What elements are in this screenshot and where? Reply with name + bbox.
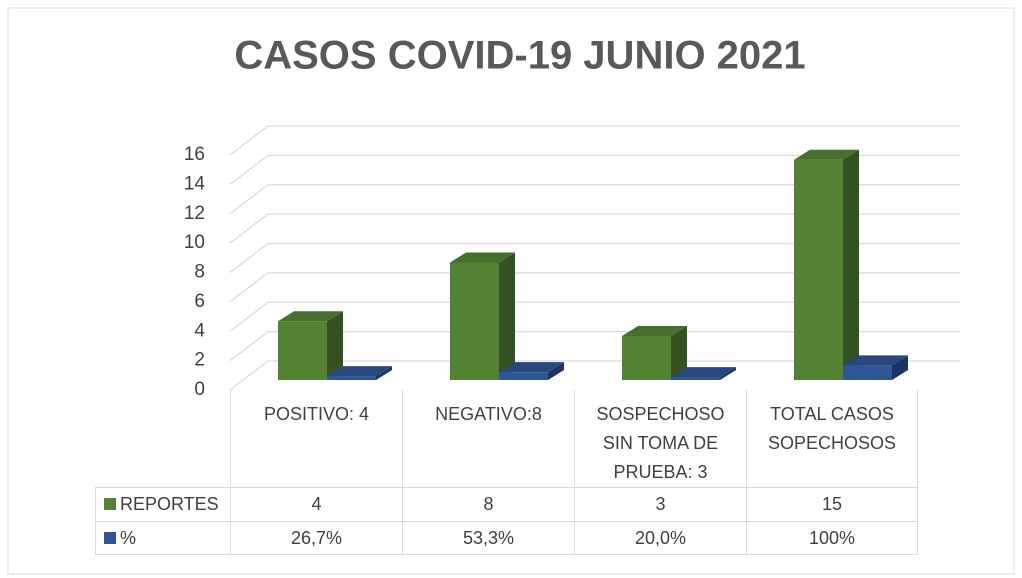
legend-label: % — [120, 528, 137, 548]
bar-front — [327, 376, 376, 380]
grid-line — [229, 213, 960, 244]
bar-top — [278, 311, 343, 322]
bar-side — [671, 325, 687, 380]
grid-line — [229, 272, 960, 303]
bar-top — [499, 362, 564, 373]
bar-side — [499, 252, 515, 380]
bar-side — [548, 362, 564, 380]
legend-cell: REPORTES — [95, 487, 230, 521]
grid-line — [229, 330, 960, 362]
bar-top — [843, 355, 908, 366]
bar-front — [450, 262, 499, 380]
table-value: 15 — [746, 487, 918, 521]
bar-side — [720, 367, 736, 380]
category-label: TOTAL CASOS SOPECHOSOS — [746, 390, 918, 487]
bar-front — [794, 159, 843, 380]
bar-front — [843, 365, 892, 380]
bar-side — [376, 366, 392, 380]
chart-border — [7, 7, 1015, 575]
legend-cell: % — [95, 521, 230, 555]
bar — [843, 355, 908, 380]
bar-top — [622, 325, 687, 336]
bar-side — [892, 355, 908, 380]
bar — [278, 311, 343, 380]
y-tick-label: 6 — [194, 291, 205, 312]
table-value: 20,0% — [574, 521, 746, 555]
table-value: 26,7% — [230, 521, 402, 555]
legend-swatch — [104, 498, 116, 510]
y-tick-label: 0 — [194, 379, 205, 400]
legend-swatch — [104, 532, 116, 544]
bar — [622, 325, 687, 380]
table-value: 3 — [574, 487, 746, 521]
bar — [671, 367, 736, 380]
grid-line — [229, 154, 960, 185]
y-tick-label: 4 — [194, 320, 205, 341]
grid-line — [229, 125, 960, 156]
y-tick-label: 14 — [184, 173, 206, 194]
bar-top — [671, 367, 736, 378]
bar-front — [278, 321, 327, 380]
grid-line — [229, 184, 960, 215]
y-tick-label: 16 — [184, 144, 205, 165]
bar-front — [499, 372, 548, 380]
y-tick-label: 10 — [184, 232, 205, 253]
bar-side — [327, 311, 343, 380]
table-value: 53,3% — [402, 521, 574, 555]
grid-line — [229, 242, 960, 274]
table-value: 8 — [402, 487, 574, 521]
bar — [327, 366, 392, 380]
legend-label: REPORTES — [120, 494, 219, 514]
bar — [499, 362, 564, 380]
bar-side — [843, 149, 859, 380]
category-label: NEGATIVO:8 — [402, 390, 574, 487]
category-label: SOSPECHOSO SIN TOMA DE PRUEBA: 3 — [574, 390, 746, 487]
category-label: POSITIVO: 4 — [230, 390, 402, 487]
bar-front — [671, 377, 720, 380]
bar-top — [794, 149, 859, 160]
chart-title: CASOS COVID-19 JUNIO 2021 — [234, 34, 805, 78]
y-tick-label: 12 — [184, 203, 205, 224]
table-value: 4 — [230, 487, 402, 521]
table-value: 100% — [746, 521, 918, 555]
bar-front — [622, 335, 671, 380]
bar — [450, 252, 515, 380]
bar-top — [327, 366, 392, 377]
y-tick-label: 8 — [194, 262, 205, 283]
grid-line — [229, 360, 960, 391]
grid-line — [229, 301, 960, 332]
bar-top — [450, 252, 515, 263]
y-tick-label: 2 — [194, 350, 205, 371]
bar — [794, 149, 859, 380]
